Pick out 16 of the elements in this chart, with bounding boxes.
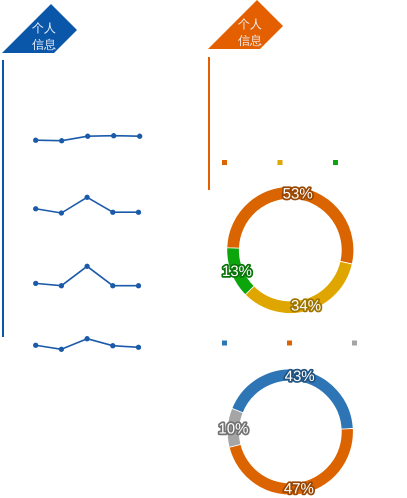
point <box>136 210 142 215</box>
point <box>33 342 38 348</box>
point <box>110 210 116 215</box>
data-label: 34% <box>291 297 322 314</box>
data-label: 47% <box>284 480 314 498</box>
point <box>84 194 90 200</box>
point <box>136 344 142 350</box>
text: 个人信息 <box>238 17 262 48</box>
point <box>84 336 90 342</box>
data-label: 43% <box>284 368 315 386</box>
point <box>58 346 64 352</box>
data-label: 53% <box>282 185 313 202</box>
point <box>33 206 38 212</box>
point <box>110 343 116 348</box>
text: 个人信息 <box>32 21 56 52</box>
point <box>58 210 64 216</box>
